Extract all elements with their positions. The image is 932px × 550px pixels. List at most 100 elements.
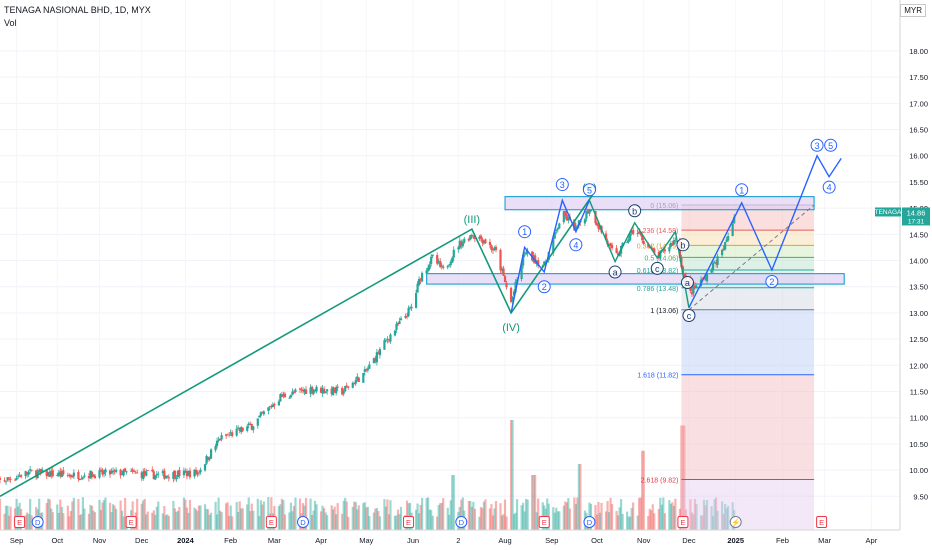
event-marker[interactable] bbox=[125, 516, 137, 528]
event-marker[interactable] bbox=[816, 516, 828, 528]
volume-bar bbox=[365, 507, 368, 530]
candle-body bbox=[583, 219, 587, 224]
candle-body bbox=[365, 368, 368, 371]
event-marker[interactable] bbox=[677, 516, 689, 528]
volume-bar bbox=[321, 505, 324, 530]
candle-body bbox=[193, 469, 196, 477]
event-marker-text[interactable]: E bbox=[269, 518, 274, 527]
candle-body bbox=[178, 470, 181, 476]
volume-bar bbox=[651, 504, 654, 530]
projection-wave-label: 5 bbox=[828, 141, 833, 151]
volume-bar bbox=[77, 499, 80, 530]
event-marker-text[interactable]: E bbox=[819, 518, 824, 527]
event-marker[interactable] bbox=[403, 516, 415, 528]
volume-bar bbox=[699, 515, 703, 530]
dashed-trendline bbox=[688, 204, 815, 311]
candle-body bbox=[342, 391, 345, 394]
event-marker[interactable] bbox=[583, 516, 596, 528]
candle-body bbox=[146, 470, 149, 472]
candle-body bbox=[62, 470, 65, 475]
candle-body bbox=[663, 249, 666, 252]
event-marker[interactable] bbox=[297, 516, 310, 528]
candle-body bbox=[83, 475, 86, 477]
correction-wave-label: a bbox=[613, 268, 618, 278]
candle-body bbox=[98, 470, 101, 478]
volume-bar bbox=[428, 509, 431, 530]
candle-body bbox=[47, 472, 50, 477]
volume-bar bbox=[205, 508, 208, 530]
volume-bar bbox=[439, 503, 442, 530]
candle-body bbox=[629, 233, 632, 241]
candle-body bbox=[672, 239, 675, 245]
volume-bar bbox=[600, 502, 603, 530]
event-marker[interactable] bbox=[14, 516, 26, 528]
candle-body bbox=[467, 238, 470, 241]
event-marker-text[interactable]: D bbox=[459, 518, 465, 527]
event-markers[interactable]: EEDEEDEDEDE⚡E bbox=[0, 516, 828, 528]
event-marker[interactable] bbox=[265, 516, 277, 528]
volume-bar bbox=[565, 502, 568, 530]
candle-body bbox=[470, 234, 473, 237]
event-marker[interactable] bbox=[455, 516, 468, 528]
currency-button[interactable]: MYR bbox=[900, 4, 926, 17]
candle-body bbox=[203, 464, 207, 471]
event-marker-text[interactable]: D bbox=[300, 518, 306, 527]
x-tick-label: 2 bbox=[456, 536, 460, 545]
volume-bar bbox=[725, 508, 728, 530]
candle-body bbox=[494, 246, 498, 251]
candle-body bbox=[449, 261, 452, 266]
x-tick-label: Nov bbox=[637, 536, 651, 545]
y-tick-label: 13.50 bbox=[909, 283, 928, 292]
candle-body bbox=[727, 236, 730, 241]
event-marker-text[interactable]: ⚡ bbox=[731, 518, 740, 527]
volume-bar bbox=[579, 464, 582, 530]
event-marker-text[interactable]: E bbox=[17, 518, 22, 527]
volume-bar bbox=[111, 504, 115, 530]
symbol-tag: TENAGA bbox=[875, 209, 902, 216]
event-marker[interactable] bbox=[729, 516, 742, 528]
symbol-tag-bg bbox=[875, 207, 901, 217]
volume-bar bbox=[131, 501, 134, 530]
volume-bar bbox=[176, 510, 179, 530]
candle-body bbox=[320, 387, 323, 393]
candle-body bbox=[387, 340, 391, 342]
event-marker-text[interactable]: E bbox=[542, 518, 547, 527]
volume-bar bbox=[642, 450, 645, 530]
candle-body bbox=[345, 385, 348, 387]
event-marker-text[interactable]: E bbox=[680, 518, 685, 527]
candle-body bbox=[78, 478, 81, 481]
volume-bar bbox=[62, 513, 65, 530]
candle-body bbox=[134, 472, 137, 474]
volume-bar bbox=[119, 500, 122, 530]
candle-body bbox=[399, 318, 403, 321]
event-marker-text[interactable]: E bbox=[129, 518, 134, 527]
candle-body bbox=[196, 472, 199, 475]
candle-body bbox=[442, 266, 445, 268]
candle-body bbox=[639, 232, 642, 236]
candle-body bbox=[48, 471, 51, 478]
volume-bar bbox=[246, 504, 249, 530]
y-tick-label: 12.00 bbox=[909, 361, 928, 370]
volume-bar bbox=[351, 506, 354, 530]
volume-bar bbox=[298, 498, 302, 530]
event-marker[interactable] bbox=[538, 516, 550, 528]
event-marker-text[interactable]: D bbox=[35, 518, 41, 527]
candle-body bbox=[514, 281, 517, 293]
candle-body bbox=[215, 440, 219, 447]
candle-body bbox=[701, 278, 704, 280]
event-marker[interactable] bbox=[31, 516, 44, 528]
candle-body bbox=[573, 219, 576, 231]
volume-bar bbox=[185, 507, 189, 530]
candle-body bbox=[372, 358, 375, 364]
event-marker-text[interactable]: E bbox=[406, 518, 411, 527]
volume-bar bbox=[110, 512, 113, 530]
minor-wave-label: 1 bbox=[522, 227, 527, 237]
candle-body bbox=[405, 316, 409, 317]
x-tick-label: Apr bbox=[315, 536, 327, 545]
event-marker-text[interactable]: D bbox=[587, 518, 593, 527]
volume-bar bbox=[460, 499, 463, 530]
volume-bar bbox=[573, 497, 576, 530]
volume-bar bbox=[469, 500, 472, 530]
candlesticks bbox=[0, 208, 736, 485]
